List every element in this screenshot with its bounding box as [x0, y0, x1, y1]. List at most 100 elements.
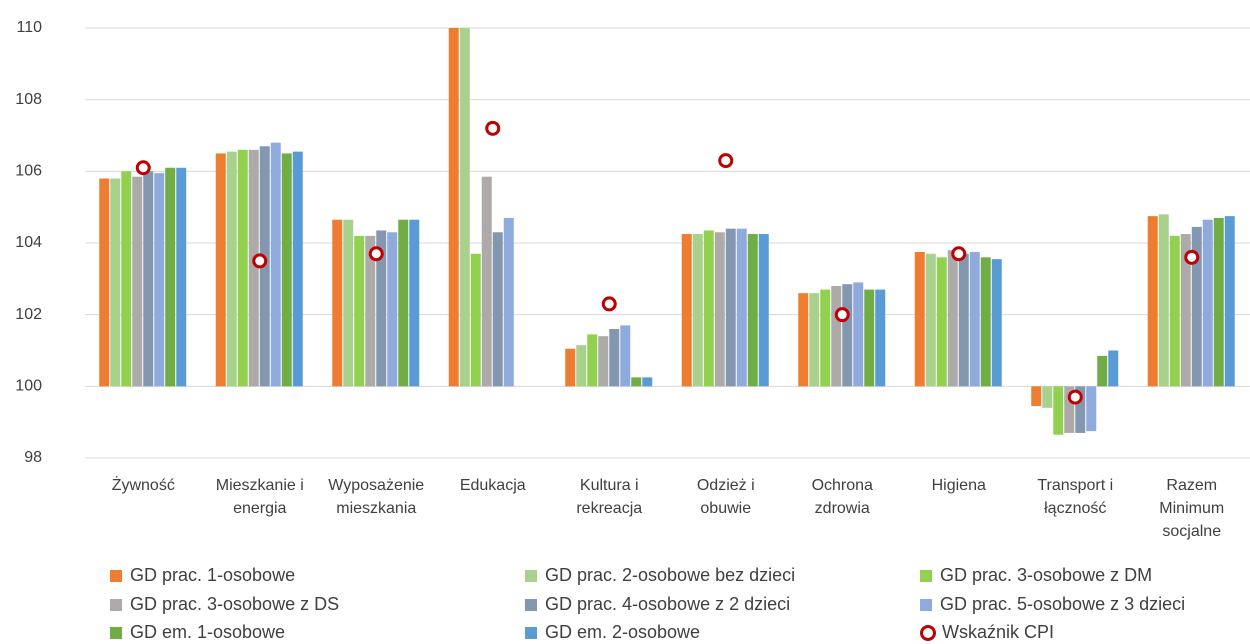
y-tick-label: 110: [16, 19, 42, 36]
bar: [154, 173, 165, 387]
bar: [215, 153, 226, 387]
legend-item: GD em. 2-osobowe: [525, 622, 700, 643]
bar: [1097, 355, 1108, 387]
bar: [576, 345, 587, 387]
bar: [248, 149, 259, 387]
bar: [409, 219, 420, 387]
plot-area: [99, 28, 1235, 435]
bar: [1075, 386, 1086, 433]
x-tick-label: Kultura i rekreacja: [576, 477, 643, 517]
cpi-marker: [834, 307, 850, 323]
bar: [459, 28, 470, 387]
bar: [226, 151, 237, 387]
x-tick-label: Odzież i obuwie: [696, 477, 755, 517]
bar: [398, 219, 409, 387]
x-tick-label: Edukacja: [459, 477, 526, 494]
bar: [925, 253, 936, 387]
bar: [798, 293, 809, 387]
bar: [842, 284, 853, 387]
bar: [132, 176, 143, 387]
x-tick-label: Wyposażenie mieszkania: [328, 477, 425, 517]
cpi-marker: [252, 253, 268, 269]
bar: [237, 149, 248, 387]
bar: [598, 336, 609, 387]
bar: [1064, 386, 1075, 433]
bar: [1031, 386, 1042, 407]
bar: [1191, 226, 1202, 387]
bar: [292, 151, 303, 387]
legend-item: GD prac. 3-osobowe z DS: [110, 594, 339, 615]
bar: [1147, 216, 1158, 387]
y-tick-label: 106: [15, 163, 42, 180]
legend-label: GD em. 1-osobowe: [130, 622, 286, 642]
cpi-marker: [368, 246, 384, 262]
y-tick-label: 102: [15, 306, 42, 323]
bar: [758, 234, 769, 387]
bar: [492, 232, 503, 387]
bar: [1213, 217, 1224, 387]
bar: [703, 230, 714, 387]
bar: [692, 234, 703, 387]
x-tick-label: Żywność: [111, 477, 175, 494]
legend-swatch: [525, 626, 537, 639]
bar: [387, 232, 398, 387]
bar: [448, 28, 459, 387]
bar: [969, 251, 980, 387]
bar: [1202, 219, 1213, 387]
bar: [809, 293, 820, 387]
cpi-marker: [951, 246, 967, 262]
cpi-marker: [1184, 249, 1200, 265]
bar: [1053, 386, 1064, 435]
bar: [609, 329, 620, 387]
legend-label: GD prac. 4-osobowe z 2 dzieci: [545, 594, 791, 614]
bar: [642, 377, 653, 387]
bar: [853, 282, 864, 387]
bar: [143, 171, 154, 387]
bar: [991, 259, 1002, 387]
x-tick-label: Razem Minimum socjalne: [1159, 477, 1225, 540]
bar: [1086, 386, 1097, 432]
x-tick-label: Ochrona zdrowia: [811, 477, 873, 517]
bar: [947, 250, 958, 387]
bar: [376, 230, 387, 387]
y-tick-label: 98: [24, 449, 42, 466]
bar: [1108, 350, 1119, 387]
bar: [725, 228, 736, 387]
bar: [1180, 234, 1191, 387]
bar: [121, 171, 132, 387]
legend-label: GD em. 2-osobowe: [545, 622, 701, 642]
bar: [481, 176, 492, 387]
bar: [736, 228, 747, 387]
bar: [365, 235, 376, 387]
bar: [864, 289, 875, 387]
bar: [820, 289, 831, 387]
bar: [587, 334, 598, 387]
cpi-marker: [485, 120, 501, 136]
legend-item: GD em. 1-osobowe: [110, 622, 285, 643]
legend-swatch: [525, 569, 537, 582]
bar: [714, 232, 725, 387]
bar: [99, 178, 110, 387]
legend-swatch: [920, 598, 932, 611]
legend-item: GD prac. 2-osobowe bez dzieci: [525, 565, 795, 586]
bar: [343, 219, 354, 387]
bar: [620, 325, 631, 387]
legend-swatch: [920, 569, 932, 582]
cpi-marker: [601, 296, 617, 312]
bar: [281, 153, 292, 387]
bar: [980, 257, 991, 387]
legend-label: GD prac. 3-osobowe z DS: [130, 594, 340, 614]
cpi-marker: [718, 153, 734, 169]
bar: [503, 217, 514, 387]
cpi-marker: [1067, 389, 1083, 405]
bar: [681, 234, 692, 387]
cpi-marker: [135, 160, 151, 176]
y-tick-label: 104: [15, 234, 42, 251]
legend-item: GD prac. 1-osobowe: [110, 565, 295, 586]
legend-label: GD prac. 1-osobowe: [130, 565, 296, 585]
x-tick-label: Mieszkanie i energia: [215, 477, 304, 517]
legend-swatch: [110, 598, 122, 611]
legend-swatch: [110, 569, 122, 582]
legend-label: GD prac. 5-osobowe z 3 dzieci: [940, 594, 1186, 614]
